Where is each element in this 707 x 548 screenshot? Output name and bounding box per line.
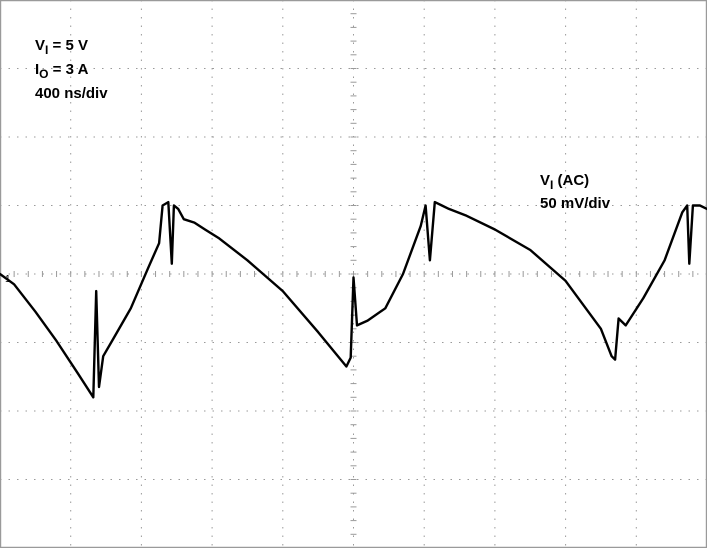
channel-scale-label: 50 mV/div (540, 195, 611, 212)
channel-symbol: V (540, 172, 550, 189)
output-current-label: IO = 3 A (35, 61, 89, 81)
timebase-label: 400 ns/div (35, 85, 108, 102)
channel-coupling: (AC) (553, 172, 589, 189)
input-voltage-subscript: I (45, 43, 48, 57)
waveform-trace (0, 200, 707, 399)
ground-level-marker: 1 (5, 274, 11, 285)
output-current-value: = 3 A (49, 61, 89, 78)
output-current-symbol: I (35, 61, 39, 78)
input-voltage-value: = 5 V (48, 37, 88, 54)
input-voltage-label: VI = 5 V (35, 37, 88, 57)
input-voltage-symbol: V (35, 37, 45, 54)
channel-subscript: I (550, 178, 553, 192)
output-current-subscript: O (39, 67, 48, 81)
channel-name-label: VI (AC) (540, 172, 589, 192)
